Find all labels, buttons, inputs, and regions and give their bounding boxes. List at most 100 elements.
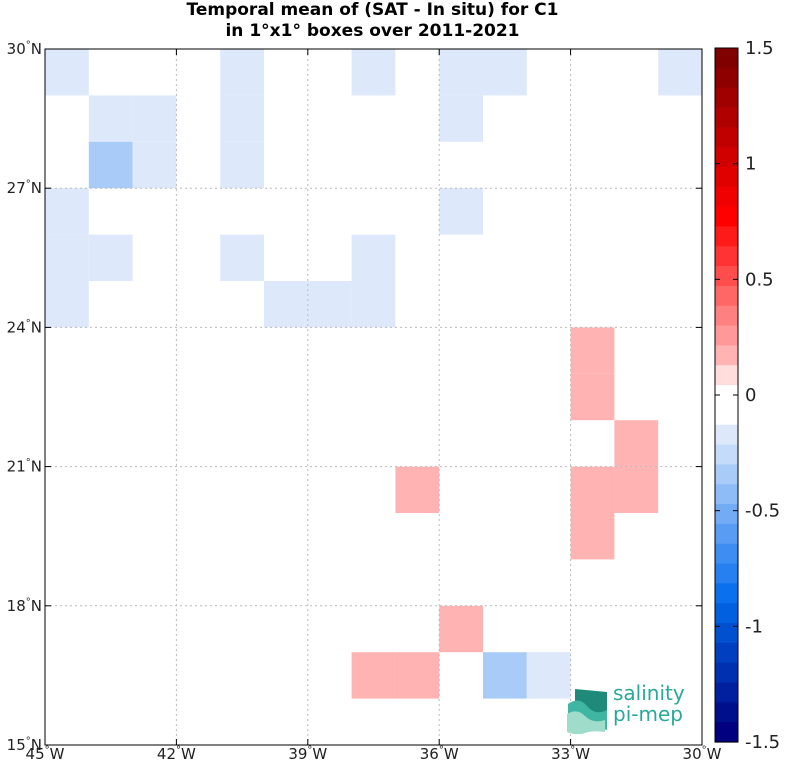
colorbar-swatch [715,404,738,426]
heatmap-cell [351,281,396,328]
heatmap-cell [439,605,483,653]
colorbar-swatch [715,662,738,684]
x-tick-label: 30°W [683,745,722,763]
colorbar-swatch [715,365,738,386]
logo-text-salinity: salinity [613,681,685,705]
heatmap-cells [45,49,702,699]
colorbar-swatch [715,127,738,148]
colorbar-swatch [715,186,738,208]
colorbar-swatch [715,504,738,525]
heatmap-cell [483,49,527,96]
colorbar-tick-label: 1.5 [745,38,774,59]
colorbar-tick-label: -1.5 [745,732,780,753]
colorbar-swatch [715,603,738,624]
heatmap-cell [220,49,264,96]
colorbar-swatch [715,424,738,446]
colorbar-swatch [715,87,738,109]
colorbar-swatch [715,147,738,168]
y-axis-ticks: 15°N 18°N 21°N 24°N 27°N 30°N [7,40,702,754]
x-tick-label: 42°W [157,745,196,763]
heatmap-cell [220,141,264,189]
heatmap-cell [45,49,89,96]
heatmap-cell [88,234,133,281]
x-tick-label: 39°W [288,745,327,763]
colorbar-swatch [715,166,738,188]
heatmap-cell [351,49,396,96]
heatmap-cell [220,234,264,281]
x-tick-label: 45°W [26,745,65,763]
colorbar-tick-label: -0.5 [745,501,780,522]
colorbar-swatch [715,464,738,485]
heatmap-cell [132,95,177,142]
colorbar-swatch [715,385,738,406]
logo-text-pimep: pi-mep [613,702,683,726]
colorbar-swatch [715,67,738,89]
plot-frame [44,48,703,746]
heatmap-cell [570,373,615,421]
heatmap-cell [351,652,396,699]
heatmap-cell [395,466,440,513]
colorbar-swatch [715,543,738,565]
heatmap-cell [439,49,483,96]
y-tick-label: 24°N [7,318,42,336]
colorbar-swatch [715,226,738,247]
heatmap-cell [570,327,615,374]
heatmap-cell [570,513,615,560]
colorbar-swatch [715,246,738,267]
colorbar-swatch [715,623,738,644]
colorbar-swatch [715,285,738,307]
heatmap-cell [45,188,89,235]
heatmap-cell [614,420,659,467]
heatmap-cell [88,141,133,189]
colorbar-swatch [715,107,738,128]
heatmap-cell [395,652,440,699]
x-tick-label: 36°W [420,745,459,763]
colorbar-swatch [715,702,738,723]
heatmap-cell [264,281,308,328]
heatmap-cell [570,466,615,513]
x-tick-label: 33°W [551,745,590,763]
heatmap-cell [483,652,527,699]
colorbar [714,47,739,743]
heatmap-cell [439,188,483,235]
heatmap-cell [220,95,264,142]
colorbar-swatch [715,642,738,664]
y-tick-label: 21°N [7,458,42,476]
chart-title-line-1: Temporal mean of (SAT - In situ) for C1 [186,0,559,20]
colorbar-swatch [715,305,738,327]
colorbar-swatch [715,48,738,69]
colorbar-swatch [715,523,738,545]
colorbar-tick-label: -1 [745,616,763,637]
colorbar-swatch [715,206,738,228]
heatmap-cell [45,234,89,281]
colorbar-swatch [715,583,738,604]
heatmap-cell [439,95,483,142]
heatmap-cell [88,95,133,142]
y-tick-label: 27°N [7,179,42,197]
colorbar-swatch [715,266,738,287]
colorbar-swatch [715,682,738,703]
colorbar-tick-label: 0.5 [745,269,774,290]
heatmap-cell [526,652,571,699]
chart-title-line-2: in 1°x1° boxes over 2011-2021 [225,21,520,41]
colorbar-swatch [715,484,738,505]
heatmap-cell [351,234,396,281]
y-tick-label: 30°N [7,40,42,58]
heatmap-cell [680,49,702,96]
heatmap-cell [614,466,659,513]
colorbar-swatch [715,325,738,347]
salinity-pimep-logo: salinity pi-mep [565,681,695,734]
wave-logo-icon [567,689,607,734]
heatmap-cell [132,141,177,189]
colorbar-swatch [715,444,738,465]
heatmap-cell [45,281,89,328]
y-tick-label: 15°N [7,736,42,754]
colorbar-tick-label: 1 [745,154,756,175]
colorbar-swatch [715,563,738,584]
heatmap-cell [307,281,352,328]
colorbar-tick-label: 0 [745,385,756,406]
x-axis-ticks: 45°W 42°W 39°W 36°W 33°W 30°W [26,49,722,763]
colorbar-swatch [715,345,738,366]
colorbar-ticks: 1.5 1 0.5 0 -0.5 -1 -1.5 [715,38,780,753]
